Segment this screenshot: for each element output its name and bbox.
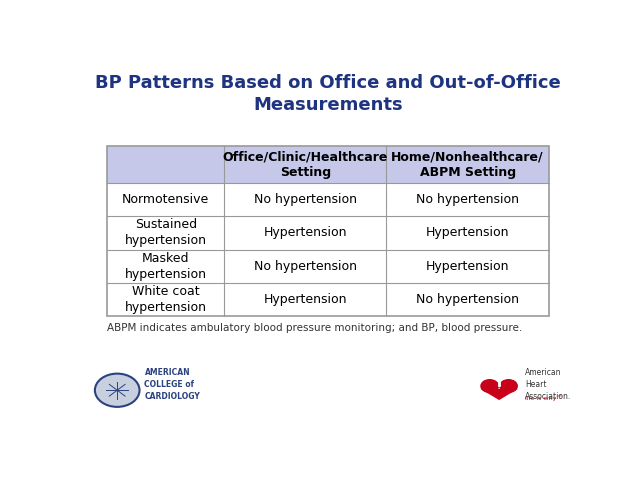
Bar <box>224 183 387 216</box>
Text: Sustained
hypertension: Sustained hypertension <box>125 218 207 247</box>
Bar <box>108 283 224 316</box>
Circle shape <box>499 379 518 393</box>
Text: Office/Clinic/Healthcare
Setting: Office/Clinic/Healthcare Setting <box>223 150 388 179</box>
Text: BP Patterns Based on Office and Out-of-Office
Measurements: BP Patterns Based on Office and Out-of-O… <box>95 74 561 114</box>
Bar <box>387 250 548 283</box>
Text: No hypertension: No hypertension <box>416 293 519 306</box>
Bar <box>108 183 224 216</box>
Bar <box>224 216 387 250</box>
Bar <box>224 283 387 316</box>
Bar <box>387 146 548 183</box>
Text: White coat
hypertension: White coat hypertension <box>125 285 207 314</box>
Text: Home/Nonhealthcare/
ABPM Setting: Home/Nonhealthcare/ ABPM Setting <box>391 150 544 179</box>
Text: American
Heart
Association.: American Heart Association. <box>525 368 572 401</box>
Text: AMERICAN
COLLEGE of
CARDIOLOGY: AMERICAN COLLEGE of CARDIOLOGY <box>145 368 200 401</box>
Bar <box>108 146 224 183</box>
Circle shape <box>95 373 140 407</box>
Bar <box>108 216 224 250</box>
Bar <box>224 250 387 283</box>
Text: Masked
hypertension: Masked hypertension <box>125 252 207 281</box>
Text: Normotensive: Normotensive <box>122 193 209 206</box>
Text: Hypertension: Hypertension <box>426 260 509 273</box>
Polygon shape <box>480 389 518 400</box>
Text: ABPM indicates ambulatory blood pressure monitoring; and BP, blood pressure.: ABPM indicates ambulatory blood pressure… <box>108 323 522 333</box>
Text: Hypertension: Hypertension <box>264 227 347 240</box>
Bar <box>108 146 548 316</box>
Circle shape <box>480 379 499 393</box>
Bar <box>108 250 224 283</box>
Text: life is why™: life is why™ <box>525 396 563 401</box>
Text: Hypertension: Hypertension <box>264 293 347 306</box>
Bar <box>387 216 548 250</box>
Bar <box>387 283 548 316</box>
Text: No hypertension: No hypertension <box>254 260 357 273</box>
Bar <box>224 146 387 183</box>
Text: No hypertension: No hypertension <box>416 193 519 206</box>
Text: Hypertension: Hypertension <box>426 227 509 240</box>
Text: No hypertension: No hypertension <box>254 193 357 206</box>
Bar <box>387 183 548 216</box>
